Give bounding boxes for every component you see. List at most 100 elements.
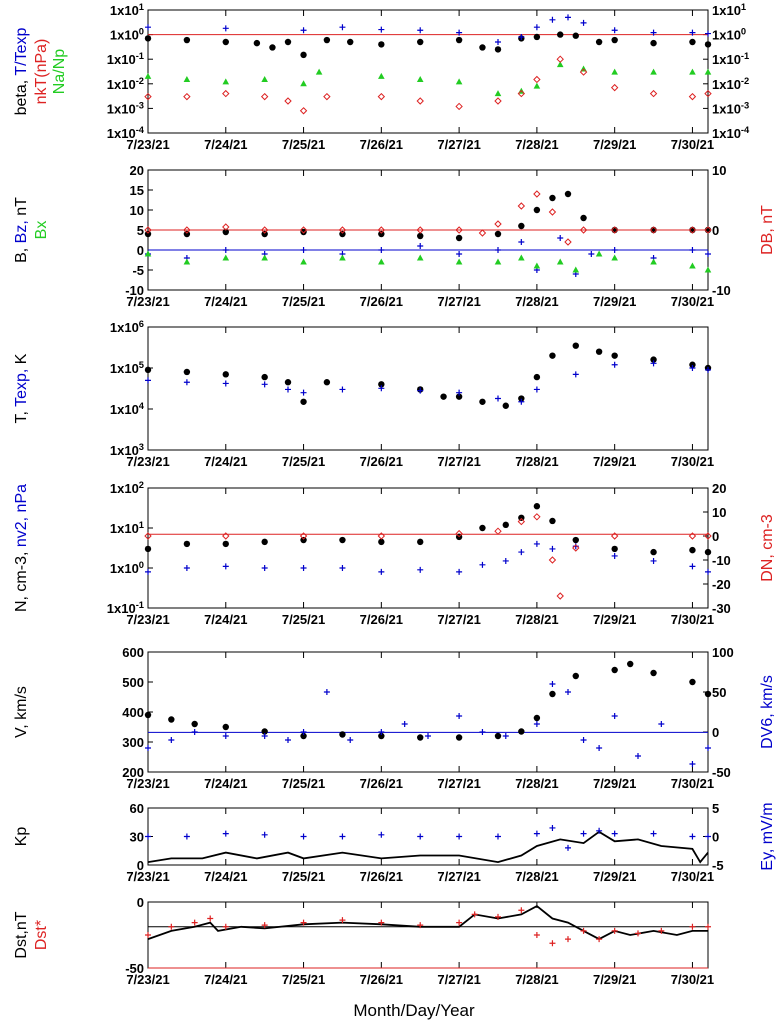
data-point	[417, 38, 424, 46]
data-point	[611, 27, 618, 34]
data-point	[455, 529, 463, 538]
data-point	[478, 229, 487, 237]
data-point	[300, 51, 307, 59]
y-tick-label: -50	[125, 961, 144, 976]
data-point	[144, 366, 152, 374]
data-point	[455, 102, 463, 111]
data-point	[517, 517, 526, 526]
data-point	[222, 380, 229, 387]
y-tick-label: 10	[130, 203, 144, 218]
data-point	[704, 532, 712, 540]
y2-tick-label: 0	[712, 529, 719, 544]
data-point	[144, 92, 152, 101]
data-point	[300, 258, 307, 265]
x-tick-label: 7/29/21	[593, 294, 636, 309]
x-tick-label: 7/29/21	[593, 454, 636, 469]
data-point	[323, 92, 331, 101]
data-point	[222, 923, 229, 930]
data-point	[260, 92, 269, 101]
data-point	[300, 389, 307, 396]
data-point	[183, 92, 191, 101]
data-point	[456, 568, 463, 575]
data-point	[378, 230, 385, 238]
data-point	[222, 540, 229, 548]
data-point	[456, 29, 463, 36]
data-point	[347, 737, 354, 743]
data-point	[455, 734, 463, 741]
data-point	[456, 833, 463, 840]
data-point	[417, 833, 424, 840]
data-point	[556, 592, 564, 600]
data-point	[704, 266, 712, 273]
x-tick-label: 7/24/21	[204, 137, 247, 152]
y2-tick-label: 1x100	[712, 27, 746, 43]
y2-axis-label: DB, nT	[759, 205, 776, 255]
data-point	[300, 228, 307, 236]
data-point	[689, 563, 696, 570]
data-point	[502, 521, 509, 529]
series-red	[144, 55, 712, 115]
v-panel: 200 300 400 500 600 -50 0 50 100 7/23/21 7/24/21 7/…	[13, 645, 776, 791]
y-tick-label: 1x105	[110, 360, 144, 376]
data-point	[579, 226, 588, 234]
data-point	[183, 258, 191, 265]
x-tick-label: 7/23/21	[126, 776, 169, 791]
plot-frame	[147, 487, 709, 609]
y-tick-label: 1x100	[110, 27, 144, 43]
data-point	[145, 24, 151, 31]
data-point	[580, 19, 587, 26]
data-point	[518, 222, 525, 230]
x-tick-label: 7/28/21	[515, 454, 558, 469]
x-tick-label: 7/26/21	[360, 972, 403, 987]
data-point	[579, 68, 588, 76]
x-tick-label: 7/27/21	[437, 137, 480, 152]
data-point	[417, 387, 424, 394]
data-point	[417, 27, 424, 34]
data-point	[533, 262, 541, 269]
data-point	[471, 911, 478, 918]
data-point	[261, 230, 268, 238]
y-tick-label: 30	[130, 830, 144, 845]
data-point	[183, 75, 191, 82]
y-axis-label-2: Dst*	[33, 920, 50, 950]
data-point	[549, 517, 556, 525]
data-point	[261, 565, 268, 571]
data-point	[688, 226, 697, 234]
data-point	[518, 395, 525, 402]
data-point	[533, 932, 540, 938]
data-point	[549, 545, 556, 552]
data-point	[572, 32, 579, 39]
data-point	[183, 230, 191, 238]
x-tick-label: 7/25/21	[282, 294, 325, 309]
series-black	[144, 190, 712, 242]
series-black	[144, 503, 712, 556]
data-point	[261, 922, 268, 929]
x-tick-label: 7/30/21	[671, 869, 714, 884]
data-point	[222, 223, 230, 231]
data-point	[596, 936, 603, 943]
data-point	[595, 348, 603, 355]
x-tick-label: 7/23/21	[126, 972, 169, 987]
data-point	[222, 254, 230, 261]
data-point	[339, 24, 346, 31]
data-point	[378, 831, 385, 838]
data-point	[455, 226, 463, 234]
series-blue	[145, 14, 711, 46]
data-point	[222, 563, 229, 570]
data-point	[222, 723, 229, 731]
series-black	[144, 342, 712, 409]
data-point	[168, 716, 175, 723]
data-point	[689, 247, 696, 253]
series-red	[145, 907, 711, 947]
data-point	[704, 68, 712, 75]
data-point	[145, 568, 151, 575]
data-point	[417, 232, 424, 240]
data-point	[300, 398, 307, 405]
data-point	[207, 915, 214, 922]
data-point	[556, 258, 564, 265]
data-point	[533, 75, 541, 84]
x-tick-label: 7/23/21	[126, 137, 169, 152]
y-tick-label: 1x10-1	[107, 600, 144, 616]
data-point	[144, 711, 152, 719]
